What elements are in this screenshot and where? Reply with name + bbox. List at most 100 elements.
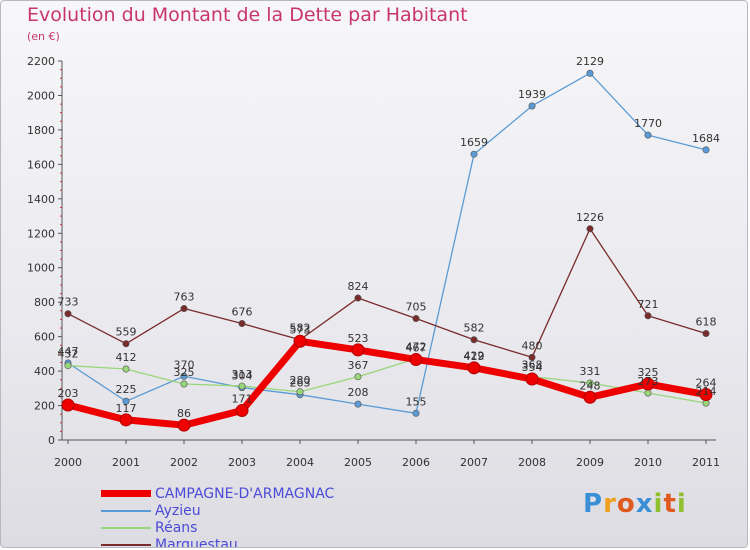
x-tick-label: 2002 — [170, 456, 198, 469]
data-label: 263 — [290, 377, 311, 390]
series-line-3 — [67, 228, 707, 358]
data-point — [64, 362, 72, 370]
data-label: 2129 — [576, 55, 604, 68]
data-point — [702, 146, 710, 154]
data-label: 86 — [177, 407, 191, 420]
data-point — [180, 305, 188, 313]
legend-item: CAMPAGNE-D'ARMAGNAC — [101, 485, 334, 502]
y-tick-label: 2200 — [27, 55, 55, 68]
data-label: 733 — [58, 296, 79, 309]
data-label: 432 — [58, 348, 79, 361]
x-tick-label: 2008 — [518, 456, 546, 469]
data-point — [586, 379, 594, 387]
data-point — [586, 225, 594, 233]
data-point — [412, 315, 420, 323]
series-line-0 — [64, 337, 710, 429]
legend-swatch — [101, 509, 151, 512]
axes: 0 200 400 600 800 1000 1200 1400 1600 1800 2000 220… — [27, 55, 720, 469]
data-point — [470, 150, 478, 158]
data-point — [528, 102, 536, 110]
data-point — [119, 413, 133, 427]
data-label: 618 — [696, 316, 717, 329]
data-label: 1939 — [518, 88, 546, 101]
data-point — [64, 310, 72, 318]
data-label: 273 — [638, 375, 659, 388]
data-label: 422 — [464, 349, 485, 362]
data-label: 480 — [522, 339, 543, 352]
data-point — [525, 372, 539, 386]
data-label: 367 — [348, 359, 369, 372]
data-point — [467, 361, 481, 375]
x-tick-label: 2007 — [460, 456, 488, 469]
data-label: 117 — [116, 402, 137, 415]
y-tick-label: 800 — [34, 296, 55, 309]
data-label: 523 — [348, 332, 369, 345]
x-tick-label: 2006 — [402, 456, 430, 469]
data-label: 264 — [696, 377, 717, 390]
data-point — [354, 373, 362, 381]
legend: CAMPAGNE-D'ARMAGNAC Ayzieu Réans Marguestau — [101, 485, 334, 548]
x-tick-label: 2001 — [112, 456, 140, 469]
x-tick-label: 2011 — [692, 456, 720, 469]
y-tick-label: 1800 — [27, 124, 55, 137]
data-label: 208 — [348, 386, 369, 399]
data-label: 368 — [522, 359, 543, 372]
data-point — [354, 294, 362, 302]
data-label: 304 — [232, 370, 253, 383]
data-label: 721 — [638, 298, 659, 311]
data-point — [641, 377, 655, 391]
y-tick-label: 0 — [48, 434, 55, 447]
series-line-1 — [67, 72, 707, 414]
data-label: 203 — [58, 387, 79, 400]
data-point — [351, 343, 365, 357]
data-point — [61, 398, 75, 412]
y-tick-label: 1200 — [27, 227, 55, 240]
data-point — [644, 389, 652, 397]
data-label: 467 — [406, 342, 427, 355]
y-tick-label: 1400 — [27, 193, 55, 206]
series-line-2 — [67, 358, 707, 404]
y-tick-label: 400 — [34, 365, 55, 378]
data-point — [293, 334, 307, 348]
data-point — [354, 400, 362, 408]
data-label: 582 — [464, 322, 485, 335]
data-label: 155 — [406, 395, 427, 408]
data-point — [177, 418, 191, 432]
data-point — [122, 340, 130, 348]
legend-item: Ayzieu — [101, 502, 334, 519]
data-label: 325 — [174, 366, 195, 379]
data-point — [122, 397, 130, 405]
x-tick-label: 2005 — [344, 456, 372, 469]
data-point — [470, 336, 478, 344]
y-tick-label: 600 — [34, 331, 55, 344]
data-point — [180, 380, 188, 388]
x-tick-label: 2004 — [286, 456, 314, 469]
data-label: 313 — [232, 368, 253, 381]
data-label: 331 — [580, 365, 601, 378]
data-point — [296, 388, 304, 396]
data-label: 1684 — [692, 132, 720, 145]
data-label: 1226 — [576, 211, 604, 224]
data-labels-layer: 203 117 86 171 573 523 467 419 354 248 325 264 447 22… — [58, 55, 721, 420]
y-tick-label: 200 — [34, 400, 55, 413]
data-point — [583, 390, 597, 404]
legend-swatch — [101, 490, 151, 497]
data-label: 559 — [116, 326, 137, 339]
data-point — [644, 312, 652, 320]
data-point — [644, 131, 652, 139]
legend-label: Ayzieu — [155, 502, 201, 519]
data-label: 705 — [406, 301, 427, 314]
data-point — [238, 320, 246, 328]
data-label: 354 — [522, 361, 543, 374]
data-label: 472 — [406, 341, 427, 354]
data-label: 676 — [232, 306, 253, 319]
data-label: 171 — [232, 393, 253, 406]
data-point — [699, 388, 713, 402]
data-point — [412, 409, 420, 417]
legend-label: Marguestau — [155, 536, 238, 548]
data-point — [528, 353, 536, 361]
data-label: 573 — [290, 323, 311, 336]
data-label: 325 — [638, 366, 659, 379]
data-point — [122, 365, 130, 373]
y-tick-label: 2000 — [27, 89, 55, 102]
